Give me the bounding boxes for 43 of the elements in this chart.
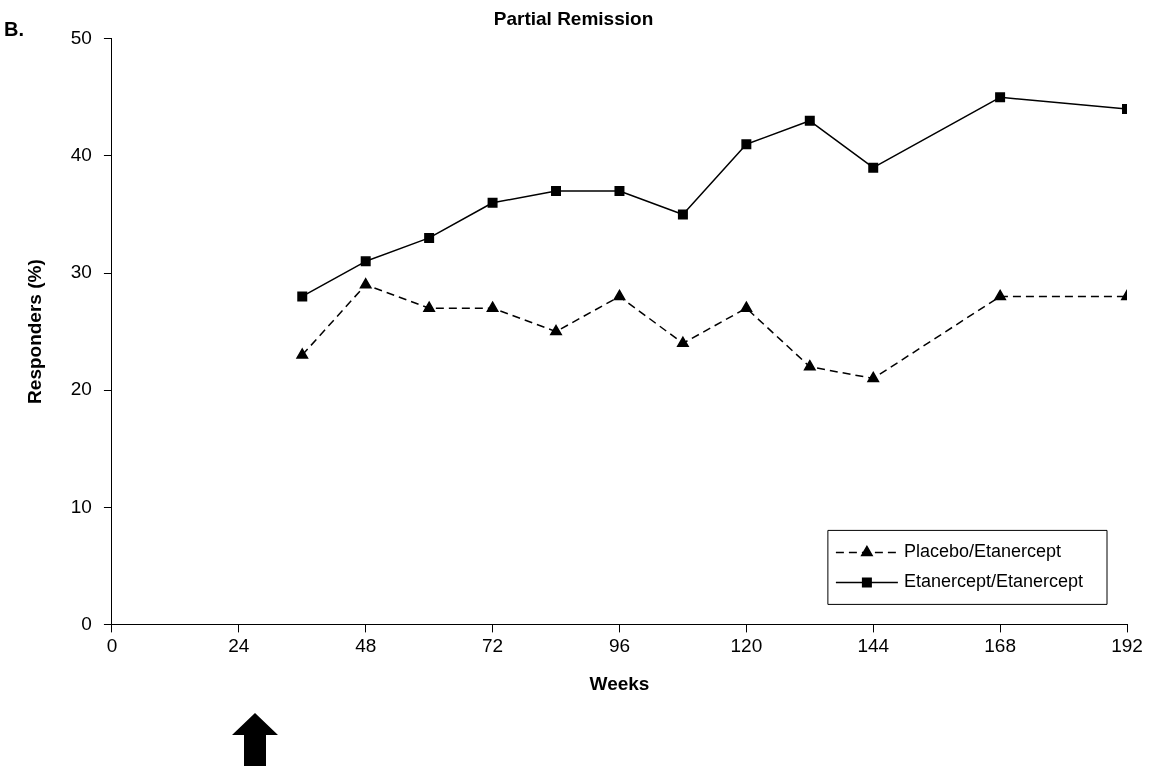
point: [803, 359, 816, 371]
point: [424, 232, 435, 243]
point: [486, 301, 499, 312]
x-tick-label: 144: [857, 635, 890, 657]
y-axis-title: Responders (%): [23, 259, 45, 404]
text: B.: [4, 17, 24, 40]
legend-label: Placebo/Etanercept: [903, 541, 1061, 562]
point: [360, 256, 371, 267]
point: [994, 289, 1007, 301]
y-tick-label: 0: [81, 612, 92, 634]
y-tick-label: 30: [70, 261, 92, 283]
point: [804, 115, 815, 126]
point: [550, 324, 562, 336]
x-tick-label: 72: [482, 635, 504, 657]
x-tick-label: 0: [106, 635, 118, 657]
y-tick-label: 40: [70, 144, 92, 166]
y-tick-label: 20: [70, 378, 92, 400]
y-tick-label: 10: [70, 495, 92, 517]
point: [296, 348, 309, 359]
point: [676, 336, 689, 348]
point: [677, 209, 688, 220]
y-tick-label: 50: [70, 27, 92, 49]
x-tick-label: 168: [984, 635, 1016, 657]
point: [868, 162, 879, 173]
point: [614, 186, 625, 197]
legend-label: Etanercept/Etanercept: [903, 571, 1084, 592]
point: [740, 301, 753, 312]
point: [867, 371, 880, 383]
x-tick-label: 96: [608, 635, 631, 657]
point: [995, 92, 1006, 103]
point: [487, 197, 498, 208]
chart-title: Partial Remission: [493, 7, 654, 29]
point: [297, 291, 308, 302]
point: [741, 139, 752, 150]
x-axis-title: Weeks: [589, 672, 650, 694]
x-tick-label: 120: [730, 635, 763, 657]
point: [423, 301, 436, 312]
point: [613, 289, 626, 301]
x-tick-label: 24: [228, 635, 250, 657]
x-tick-label: 48: [355, 635, 377, 657]
point: [359, 278, 372, 289]
point: [551, 186, 562, 197]
x-tick-label: 192: [1111, 635, 1143, 657]
